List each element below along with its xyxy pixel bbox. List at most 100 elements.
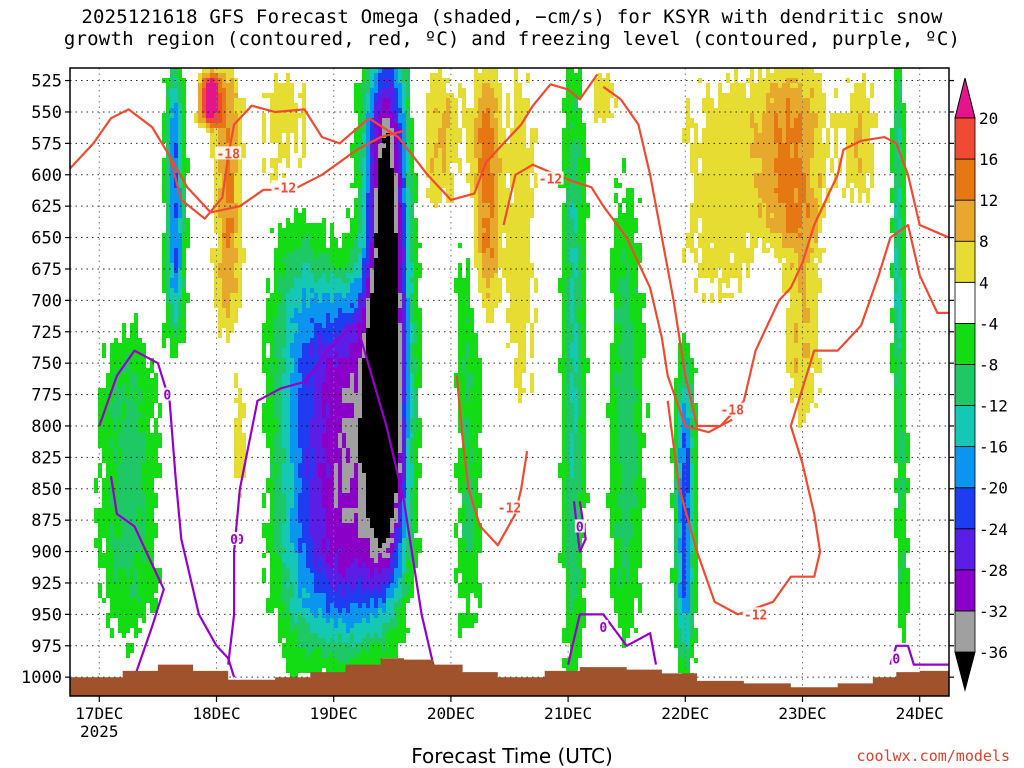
omega-cell: [350, 563, 354, 593]
omega-cell: [470, 373, 474, 388]
omega-cell: [282, 348, 286, 358]
omega-cell: [350, 478, 354, 508]
omega-cell: [462, 418, 466, 433]
omega-cell: [326, 578, 330, 613]
omega-cell: [402, 498, 406, 538]
omega-cell: [782, 68, 786, 83]
omega-cell: [210, 133, 214, 158]
omega-cell: [322, 273, 326, 293]
omega-cell: [358, 323, 362, 358]
omega-cell: [398, 608, 402, 643]
omega-cell: [570, 218, 574, 248]
x-tick-label: 19DEC: [310, 704, 358, 723]
omega-cell: [206, 83, 210, 118]
omega-cell: [454, 278, 458, 293]
omega-cell: [134, 388, 138, 403]
omega-cell: [226, 83, 230, 128]
colorbar-label: 16: [979, 150, 998, 169]
omega-cell: [438, 68, 442, 128]
omega-cell: [350, 628, 354, 633]
omega-cell: [354, 643, 358, 658]
omega-cell: [306, 343, 310, 373]
omega-cell: [322, 433, 326, 448]
omega-cell: [274, 418, 278, 433]
omega-cell: [682, 463, 686, 598]
omega-cell: [270, 478, 274, 613]
omega-cell: [126, 398, 130, 578]
omega-cell: [378, 113, 382, 143]
omega-cell: [342, 433, 346, 448]
omega-cell: [898, 343, 902, 348]
omega-cell: [458, 613, 462, 638]
omega-cell: [322, 593, 326, 618]
omega-cell: [782, 203, 786, 248]
omega-cell: [366, 538, 370, 568]
omega-cell: [722, 293, 726, 298]
omega-cell: [898, 68, 902, 78]
omega-cell: [334, 463, 338, 508]
omega-cell: [750, 68, 754, 113]
omega-cell: [386, 568, 390, 583]
omega-cell: [414, 218, 418, 323]
omega-cell: [614, 373, 618, 388]
omega-cell: [482, 68, 486, 83]
omega-cell: [390, 598, 394, 618]
omega-cell: [266, 93, 270, 98]
omega-cell: [306, 223, 310, 233]
omega-cell: [378, 68, 382, 73]
omega-cell: [694, 278, 698, 293]
colorbar-max-arrow: [954, 77, 976, 119]
omega-cell: [798, 83, 802, 113]
omega-cell: [618, 588, 622, 628]
omega-cell: [410, 438, 414, 463]
omega-cell: [402, 573, 406, 598]
omega-cell: [362, 133, 366, 143]
omega-cell: [462, 278, 466, 358]
omega-cell: [210, 128, 214, 133]
omega-cell: [786, 308, 790, 373]
omega-cell: [418, 463, 422, 478]
omega-cell: [802, 343, 806, 358]
omega-cell: [634, 243, 638, 288]
omega-cell: [386, 88, 390, 98]
omega-cell: [490, 258, 494, 278]
omega-cell: [202, 123, 206, 128]
red-contour-label: -12: [273, 181, 296, 196]
omega-cell: [298, 313, 302, 358]
credit-link[interactable]: coolwx.com/models: [856, 747, 1010, 765]
omega-cell: [478, 128, 482, 143]
omega-cell: [570, 403, 574, 433]
omega-cell: [686, 98, 690, 143]
omega-cell: [410, 278, 414, 283]
omega-cell: [326, 248, 330, 253]
omega-cell: [154, 523, 158, 538]
omega-cell: [522, 98, 526, 373]
omega-cell: [310, 323, 314, 338]
omega-cell: [374, 538, 378, 563]
omega-cell: [822, 203, 826, 218]
omega-cell: [302, 648, 306, 673]
omega-cell: [374, 248, 378, 258]
omega-cell: [354, 393, 358, 463]
colorbar-label: 20: [979, 109, 998, 128]
omega-cell: [338, 613, 342, 618]
omega-cell: [122, 418, 126, 568]
purple-contour-label: 0: [892, 652, 900, 667]
omega-cell: [130, 373, 134, 568]
omega-cell: [178, 318, 182, 323]
omega-cell: [722, 93, 726, 283]
omega-cell: [178, 233, 182, 268]
omega-cell: [270, 463, 274, 478]
omega-cell: [350, 143, 354, 158]
omega-cell: [374, 188, 378, 233]
omega-cell: [562, 203, 566, 568]
omega-cell: [726, 93, 730, 288]
omega-cell: [794, 233, 798, 253]
omega-cell: [186, 218, 190, 248]
omega-cell: [174, 273, 178, 293]
omega-cell: [338, 278, 342, 293]
omega-cell: [310, 298, 314, 318]
omega-cell: [370, 88, 374, 118]
omega-cell: [410, 463, 414, 488]
omega-cell: [174, 88, 178, 103]
